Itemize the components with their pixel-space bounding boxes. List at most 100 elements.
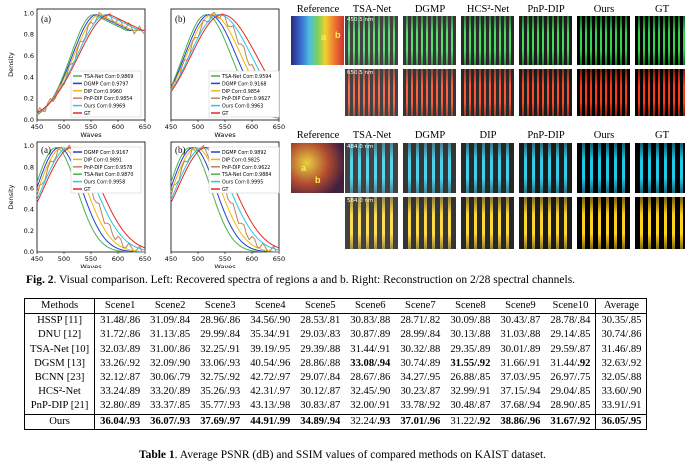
table-cell: 30.01/.89 xyxy=(500,343,541,355)
table-cell: 32.80/.89 xyxy=(94,399,146,415)
x-axis-label: Waves xyxy=(214,131,236,139)
table-cell: 26.88/.85 xyxy=(450,372,491,384)
table-cell: 31.44/.91 xyxy=(350,343,391,355)
table-cell: 31.13/.85 xyxy=(150,329,191,341)
x-tick-label: 550 xyxy=(219,123,231,131)
y-tick-label: 0.0 xyxy=(24,116,34,124)
cell-value: 37.01/.96 xyxy=(400,415,441,427)
table-cell: 35.77/.93 xyxy=(195,399,246,415)
table-cell: 30.13/.88 xyxy=(450,329,491,341)
column-header: TSA-Net xyxy=(352,130,392,141)
table-cell: 26.97/.75 xyxy=(545,370,597,386)
x-tick-label: 650 xyxy=(139,123,151,131)
cell-ssim: .92 xyxy=(577,357,591,369)
reconstruction-panel xyxy=(345,143,398,193)
cell-value: 44.91/.99 xyxy=(250,415,291,427)
table-cell: 30.12/.87 xyxy=(300,386,341,398)
region-mark: a xyxy=(301,163,307,173)
legend-entry: DIP Corr:0.9891 xyxy=(84,157,122,163)
table-cell: 38.86/.96 xyxy=(495,414,546,430)
wavelength-label: 484.0 nm xyxy=(347,144,374,150)
table-cell: 35.26/.93 xyxy=(200,386,241,398)
legend-entry: DGMP Corr:0.9168 xyxy=(222,81,266,87)
legend-entry: DGMP Corr:0.9167 xyxy=(84,150,128,156)
cell-value: 36.07/.93 xyxy=(150,415,191,427)
cell-psnr: 31.22/ xyxy=(450,415,478,427)
table-cell: 29.07/.84 xyxy=(300,372,341,384)
table-cell: 28.78/.84 xyxy=(545,313,597,329)
cell-value: 37.69/.97 xyxy=(200,415,241,427)
reconstruction-panel xyxy=(577,69,630,116)
figure-caption: Fig. 2. Visual comparison. Left: Recover… xyxy=(26,274,676,287)
table-cell: 42.72/.97 xyxy=(250,372,291,384)
column-header: Reference xyxy=(296,4,340,15)
header-average: Average xyxy=(595,297,648,315)
table-cell: 30.06/.79 xyxy=(150,372,191,384)
spectra-plots: (a) 450 500 550 600 650 0.0 0.2 0.4 0.6 0.8 1.0 Dens… xyxy=(7,8,285,268)
table-cell: 31.00/.86 xyxy=(150,343,191,355)
cell-psnr: 31.44/ xyxy=(550,357,578,369)
region-mark: b xyxy=(315,175,321,185)
figure-caption-text: . Visual comparison. Left: Recovered spe… xyxy=(53,274,576,286)
table-cell: 31.48/.86 xyxy=(100,315,141,327)
table-cell: 28.96/.86 xyxy=(200,315,241,327)
header-scene3: Scene3 xyxy=(195,297,246,315)
table-cell: 33.08/.94 xyxy=(345,357,395,371)
y-axis-label: Density xyxy=(7,52,15,77)
table-row: TSA-Net [10] 32.03/.89 31.00/.86 32.25/.91 3… xyxy=(23,342,648,357)
reconstruction-panel xyxy=(635,69,685,116)
column-header: Ours xyxy=(593,4,615,15)
header-scene4: Scene4 xyxy=(245,297,296,315)
table-cell: 31.55/.92 xyxy=(445,357,495,371)
panel-label: (a) xyxy=(41,14,51,24)
cell-psnr: 32.24/ xyxy=(350,415,378,427)
cell-ssim: .92 xyxy=(477,415,491,427)
legend-entry: TSA-Net Corr:0.9870 xyxy=(83,172,133,178)
series-line-dgmp xyxy=(36,146,145,253)
y-tick-label: 0.6 xyxy=(24,52,34,60)
table-cell: 30.43/.87 xyxy=(500,315,541,327)
x-axis-label: Waves xyxy=(80,131,102,139)
table-cell: 44.91/.99 xyxy=(245,414,296,430)
region-mark: b xyxy=(335,30,341,40)
reconstruction-panel xyxy=(577,197,630,249)
table-cell: 31.66/.91 xyxy=(500,357,541,369)
reconstruction-panel xyxy=(403,197,456,249)
table-cell: 28.67/.86 xyxy=(350,372,391,384)
cell-value: 31.67/.92 xyxy=(550,415,591,427)
table-cell: 30.74/.86 xyxy=(595,328,648,343)
reconstruction-panel xyxy=(461,16,514,65)
series-line-dgmp xyxy=(170,146,279,253)
panel-label: (b) xyxy=(175,14,186,24)
legend-entry: TSA-Net Corr:0.9869 xyxy=(83,74,133,80)
table-cell: 30.35/.85 xyxy=(595,313,648,329)
wavelength-label: 584.0 nm xyxy=(347,198,374,204)
table-cell: 32.45/.90 xyxy=(350,386,391,398)
panel-label: (a) xyxy=(41,145,51,155)
reconstruction-panel xyxy=(345,69,398,116)
legend-entry: PnP-DIP Corr:0.9627 xyxy=(222,96,270,102)
reconstruction-panel xyxy=(577,16,630,65)
reconstruction-panel xyxy=(635,16,685,65)
cell-value: 36.04/.93 xyxy=(100,415,141,427)
table-row: Ours 36.04/.93 36.07/.93 37.69/.97 44.91/.99… xyxy=(23,414,648,430)
x-tick-label: 500 xyxy=(58,123,70,131)
column-header: DGMP xyxy=(414,130,446,141)
table-row: DGSM [13] 33.26/.92 32.09/.90 33.06/.93 40.5… xyxy=(23,356,648,371)
results-table: Methods Scene1 Scene2 Scene3 Scene4 Scene5 Sce… xyxy=(23,297,648,430)
table-cell: 32.25/.91 xyxy=(200,343,241,355)
spectrum-plot: (b) 450 500 550 600 650 Waves DGMP Corr:0.9892D… xyxy=(165,141,285,268)
table-cell: 33.91/.91 xyxy=(595,399,648,415)
x-tick-label: 450 xyxy=(31,123,43,131)
header-scene6: Scene6 xyxy=(345,297,396,315)
spectrum-plot: (a) 450 500 550 600 650 0.0 0.2 0.4 0.6 0.8 1.0 Dens… xyxy=(7,8,151,139)
y-tick-label: 0.0 xyxy=(24,248,34,256)
reconstruction-panel xyxy=(403,143,456,193)
table-cell: 33.06/.93 xyxy=(200,357,241,369)
reconstruction-panel xyxy=(635,197,685,249)
table-cell: 28.71/.82 xyxy=(400,315,441,327)
column-header: PnP-DIP xyxy=(527,4,565,15)
table-row: PnP-DIP [21] 32.80/.89 33.37/.85 35.77/.93 4… xyxy=(23,399,648,415)
table-cell: 39.19/.95 xyxy=(250,343,291,355)
